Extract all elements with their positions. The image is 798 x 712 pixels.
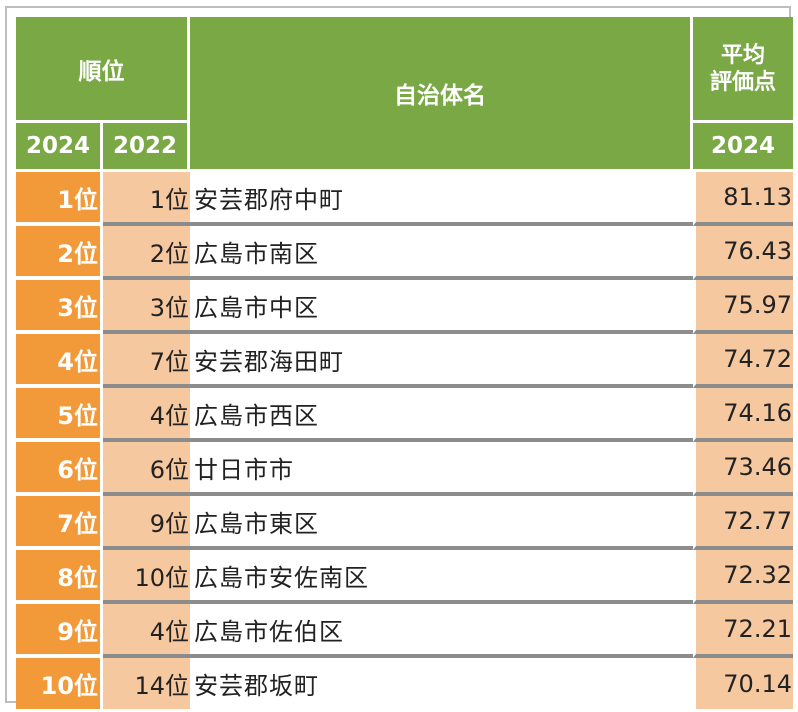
rank-2024: 4位 [16, 334, 103, 388]
average-score: 74.16 [693, 388, 793, 442]
rank-2022: 3位 [103, 280, 190, 334]
table-row: 2位 2位 広島市南区 76.43 [16, 226, 793, 280]
rank-2022: 9位 [103, 496, 190, 550]
table-row: 7位 9位 広島市東区 72.77 [16, 496, 793, 550]
municipality-name: 広島市安佐南区 [190, 550, 693, 604]
table-row: 5位 4位 広島市西区 74.16 [16, 388, 793, 442]
municipality-name: 広島市佐伯区 [190, 604, 693, 658]
rank-2022: 6位 [103, 442, 190, 496]
table-row: 10位 14位 安芸郡坂町 70.14 [16, 658, 793, 709]
municipality-name: 廿日市市 [190, 442, 693, 496]
rank-2022: 4位 [103, 388, 190, 442]
score-year-header: 2024 [693, 123, 793, 172]
municipality-name: 広島市東区 [190, 496, 693, 550]
table-row: 1位 1位 安芸郡府中町 81.13 [16, 172, 793, 226]
rank-2022: 4位 [103, 604, 190, 658]
rank-2024: 3位 [16, 280, 103, 334]
average-score: 74.72 [693, 334, 793, 388]
rank-2022: 1位 [103, 172, 190, 226]
average-score-header-line2: 評価点 [709, 69, 776, 95]
table-row: 4位 7位 安芸郡海田町 74.72 [16, 334, 793, 388]
average-score: 70.14 [693, 658, 793, 709]
rank-2024: 7位 [16, 496, 103, 550]
rank-2024: 10位 [16, 658, 103, 709]
rank-2022: 2位 [103, 226, 190, 280]
municipality-name: 広島市南区 [190, 226, 693, 280]
average-score: 72.32 [693, 550, 793, 604]
table-body: 1位 1位 安芸郡府中町 81.13 2位 2位 広島市南区 76.43 3位 … [16, 172, 793, 709]
average-score: 75.97 [693, 280, 793, 334]
ranking-table-frame: 順位 自治体名 平均 評価点 2024 2022 2024 1位 1位 安芸郡府… [5, 6, 793, 709]
rank-2022: 14位 [103, 658, 190, 709]
average-score-header-line1: 平均 [720, 42, 765, 68]
table-row: 6位 6位 廿日市市 73.46 [16, 442, 793, 496]
table-row: 8位 10位 広島市安佐南区 72.32 [16, 550, 793, 604]
year-2022-header: 2022 [103, 123, 190, 172]
table-header: 順位 自治体名 平均 評価点 2024 2022 2024 [16, 17, 793, 172]
table-row: 3位 3位 広島市中区 75.97 [16, 280, 793, 334]
rank-2024: 1位 [16, 172, 103, 226]
ranking-table: 順位 自治体名 平均 評価点 2024 2022 2024 1位 1位 安芸郡府… [16, 17, 793, 709]
municipality-name: 広島市中区 [190, 280, 693, 334]
rank-2024: 8位 [16, 550, 103, 604]
average-score: 81.13 [693, 172, 793, 226]
average-score: 73.46 [693, 442, 793, 496]
rank-2024: 9位 [16, 604, 103, 658]
municipality-name: 安芸郡坂町 [190, 658, 693, 709]
average-score: 72.77 [693, 496, 793, 550]
municipality-name: 安芸郡海田町 [190, 334, 693, 388]
municipality-name: 広島市西区 [190, 388, 693, 442]
average-score-header: 平均 評価点 [693, 17, 793, 123]
rank-2024: 5位 [16, 388, 103, 442]
municipality-header: 自治体名 [190, 17, 693, 172]
average-score: 76.43 [693, 226, 793, 280]
rank-2022: 10位 [103, 550, 190, 604]
average-score: 72.21 [693, 604, 793, 658]
municipality-name: 安芸郡府中町 [190, 172, 693, 226]
rank-2022: 7位 [103, 334, 190, 388]
table-row: 9位 4位 広島市佐伯区 72.21 [16, 604, 793, 658]
rank-2024: 2位 [16, 226, 103, 280]
year-2024-header: 2024 [16, 123, 103, 172]
rank-header: 順位 [16, 17, 190, 123]
rank-2024: 6位 [16, 442, 103, 496]
